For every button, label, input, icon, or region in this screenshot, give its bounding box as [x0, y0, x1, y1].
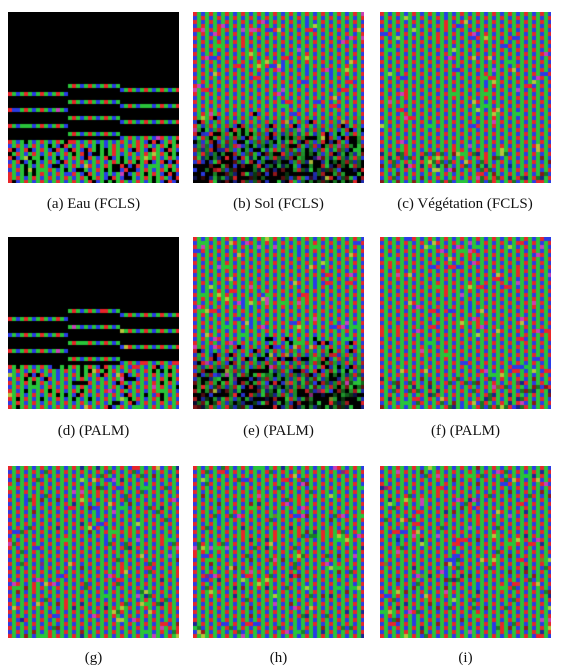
panel-f-vegetation-palm-image: [380, 237, 551, 409]
abundance-map-water-palm: [8, 237, 179, 409]
caption-f: (f) (PALM): [430, 423, 501, 439]
caption-b: (b) Sol (FCLS): [233, 196, 324, 212]
panel-e-soil-palm-image: [193, 237, 364, 409]
caption-a: (a) Eau (FCLS): [46, 196, 141, 212]
panel-h-image: [193, 466, 364, 638]
abundance-map-water-fcls: [8, 12, 179, 183]
caption-i: (i): [458, 650, 473, 666]
panel-d-water-palm-image: [8, 237, 179, 409]
panel-b-soil-fcls-image: [193, 12, 364, 183]
panel-g-image: [8, 466, 179, 638]
caption-c: (c) Végétation (FCLS): [397, 196, 533, 212]
caption-g: (g): [84, 650, 103, 666]
abundance-map-vegetation-palm: [380, 237, 551, 409]
abundance-map-soil-fcls: [193, 12, 364, 183]
map-i: [380, 466, 551, 638]
abundance-map-vegetation-fcls: [380, 12, 551, 183]
map-h: [193, 466, 364, 638]
caption-e: (e) (PALM): [243, 423, 314, 439]
panel-a-water-fcls-image: [8, 12, 179, 183]
abundance-map-soil-palm: [193, 237, 364, 409]
caption-d: (d) (PALM): [57, 423, 130, 439]
panel-i-image: [380, 466, 551, 638]
panel-c-vegetation-fcls-image: [380, 12, 551, 183]
caption-h: (h): [269, 650, 288, 666]
map-g: [8, 466, 179, 638]
